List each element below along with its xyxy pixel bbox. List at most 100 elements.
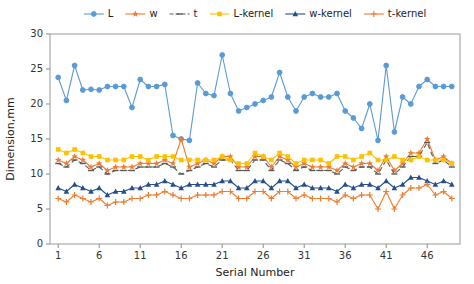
legend-item: w [125,8,157,19]
point [80,185,86,190]
x-tick [304,244,305,248]
point [130,105,135,110]
point [137,196,143,202]
point [350,196,356,202]
x-tick [386,244,387,248]
point [244,105,249,110]
point [203,91,208,96]
point [228,158,233,163]
point [129,185,135,190]
point [55,157,61,163]
y-tick-label: 0 [37,238,43,249]
point [55,185,61,190]
point [72,159,78,160]
point [253,102,258,107]
point [433,158,438,163]
series [55,143,455,175]
point [97,154,102,159]
point [55,163,61,164]
point [171,154,176,159]
point [269,185,275,190]
point [302,158,307,163]
point [301,192,307,198]
point [408,185,414,191]
point [334,199,340,205]
point [154,166,160,167]
point [138,77,143,82]
point [268,196,274,202]
y-tick [46,139,50,140]
point [359,182,365,187]
point [417,84,422,89]
x-tick [181,244,182,248]
point [261,98,266,103]
point [400,95,405,100]
series-line [58,143,452,175]
point [162,163,168,164]
point [96,160,102,166]
legend-marker [91,12,96,17]
point [293,185,299,190]
point [376,158,381,163]
legend: LwtL-kernelw-kernelt-kernel [84,8,426,19]
point [162,82,167,87]
point [56,147,61,152]
point [163,154,168,159]
point [187,182,193,187]
point [449,196,455,202]
point [129,164,135,170]
legend-label: L [108,8,114,19]
point [269,158,274,163]
point [219,178,225,183]
point [318,196,324,202]
point [113,84,118,89]
legend-label: L-kernel [233,8,273,19]
point [293,170,299,171]
point [277,151,282,156]
point [392,130,397,135]
point [318,95,323,100]
point [178,136,184,142]
point [441,178,447,183]
y-tick-label: 10 [30,168,43,179]
point [416,175,422,180]
point [112,164,118,170]
point [343,154,348,159]
point [146,182,152,187]
point [375,173,381,174]
legend-item: L-kernel [209,8,273,19]
y-tick-label: 15 [30,133,43,144]
point [170,192,176,198]
point [228,178,234,183]
x-tick [427,244,428,248]
point [277,70,282,75]
point [326,95,331,100]
y-tick-label: 30 [30,28,43,39]
point [55,196,61,202]
point [121,84,126,89]
point [432,192,438,198]
point [204,158,209,163]
point [359,166,365,167]
y-tick [46,69,50,70]
axes: 051015202530161116212631364146 [30,28,460,261]
x-tick-label: 26 [257,250,270,261]
point [425,77,430,82]
point [203,192,209,198]
x-tick [222,244,223,248]
legend-marker [371,11,377,17]
point [228,91,233,96]
point [145,166,151,167]
point [203,157,209,163]
point [375,206,381,212]
x-tick [263,244,264,248]
point [318,158,323,163]
point [450,161,455,166]
point [113,199,119,205]
point [195,182,201,187]
chart: 051015202530161116212631364146Serial Num… [0,0,474,284]
point [326,196,332,202]
point [359,154,364,159]
point [449,182,455,187]
point [392,154,397,159]
